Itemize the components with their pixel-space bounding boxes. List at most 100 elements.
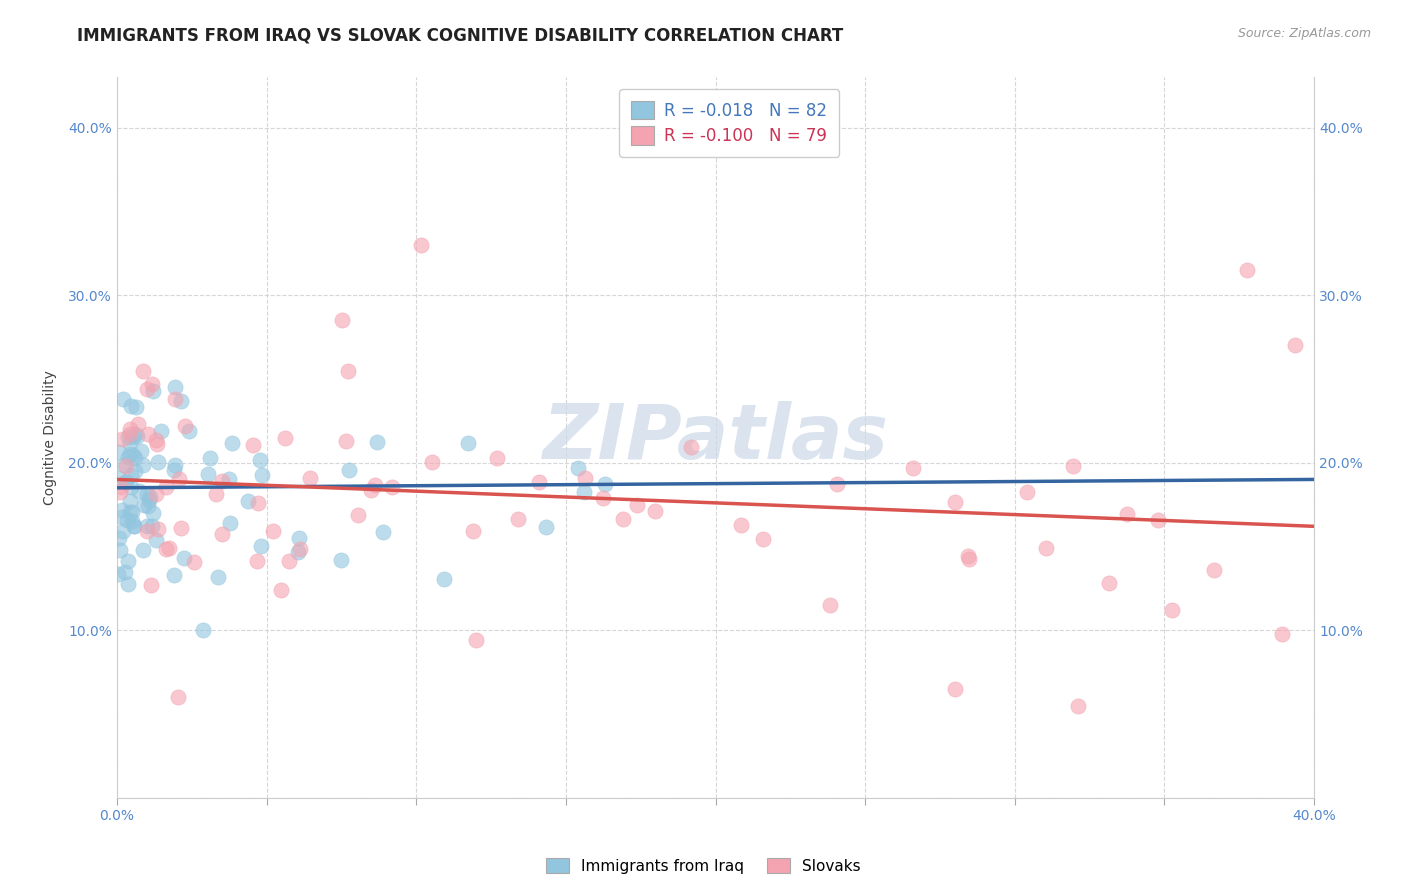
Point [165,392,187,406]
Point [218,472,240,486]
Point [127,428,149,442]
Point [120,505,142,519]
Point [120,467,142,482]
Point [464,632,486,647]
Point [288,532,311,546]
Point [107,531,129,545]
Point [183,555,205,569]
Point [330,313,353,327]
Point [198,450,221,465]
Point [145,433,167,447]
Point [461,524,484,538]
Point [242,438,264,452]
Point [1035,541,1057,555]
Point [287,545,309,559]
Point [270,582,292,597]
Point [141,376,163,391]
Point [288,541,311,556]
Point [145,533,167,548]
Point [534,520,557,534]
Point [136,499,159,513]
Point [221,436,243,450]
Point [145,436,167,450]
Point [592,491,614,505]
Point [146,454,169,468]
Point [335,434,357,448]
Point [595,476,617,491]
Point [124,427,146,442]
Point [347,508,370,522]
Point [364,478,387,492]
Point [957,552,980,566]
Point [149,424,172,438]
Point [246,554,269,568]
Point [120,480,142,494]
Point [136,519,159,533]
Point [381,480,404,494]
Point [163,567,186,582]
Point [120,399,142,413]
Point [730,517,752,532]
Point [1284,338,1306,352]
Point [108,484,131,499]
Point [132,364,155,378]
Point [169,521,191,535]
Point [114,475,136,489]
Point [108,471,131,485]
Point [246,496,269,510]
Point [118,494,141,508]
Point [163,458,186,473]
Point [117,430,139,444]
Point [170,393,193,408]
Point [121,514,143,528]
Point [567,461,589,475]
Point [329,553,352,567]
Point [197,467,219,481]
Point [120,427,142,442]
Point [111,524,134,539]
Legend: R = -0.018   N = 82, R = -0.100   N = 79: R = -0.018 N = 82, R = -0.100 N = 79 [619,89,839,157]
Point [263,524,285,538]
Point [131,458,153,472]
Point [337,463,360,477]
Point [128,484,150,499]
Point [167,690,190,705]
Point [117,450,139,464]
Point [371,524,394,539]
Point [155,541,177,556]
Point [110,543,132,558]
Point [366,434,388,449]
Point [127,417,149,431]
Point [1160,602,1182,616]
Point [110,432,132,446]
Point [135,383,157,397]
Point [121,448,143,462]
Point [250,539,273,553]
Point [506,512,529,526]
Point [177,424,200,438]
Point [139,490,162,504]
Point [211,474,233,488]
Point [118,422,141,436]
Point [120,435,142,450]
Point [157,541,180,555]
Point [139,578,162,592]
Point [818,598,841,612]
Y-axis label: Cognitive Disability: Cognitive Disability [44,370,58,505]
Point [207,570,229,584]
Point [252,467,274,482]
Point [193,623,215,637]
Point [124,464,146,478]
Point [298,471,321,485]
Point [527,475,550,490]
Point [122,429,145,443]
Point [132,543,155,558]
Point [903,461,925,475]
Point [1098,575,1121,590]
Point [457,435,479,450]
Point [204,487,226,501]
Point [117,513,139,527]
Point [107,566,129,581]
Point [174,419,197,434]
Point [142,384,165,398]
